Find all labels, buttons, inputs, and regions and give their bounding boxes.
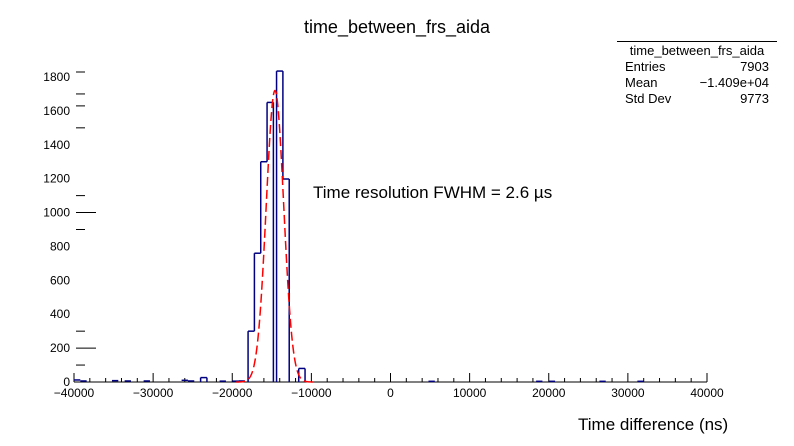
stats-value: −1.409e+04	[699, 75, 769, 90]
y-tick-label: 400	[50, 307, 70, 321]
x-tick-label: 20000	[532, 386, 566, 400]
x-tick-label: −10000	[291, 386, 332, 400]
x-tick-label: 10000	[453, 386, 487, 400]
stats-row-entries: Entries 7903	[617, 59, 777, 75]
x-tick-label: 30000	[611, 386, 645, 400]
x-tick-label: −30000	[133, 386, 174, 400]
y-tick-label: 1000	[43, 206, 70, 220]
stats-row-std-dev: Std Dev 9773	[617, 91, 777, 107]
y-tick-label: 200	[50, 341, 70, 355]
stats-box-title: time_between_frs_aida	[629, 43, 765, 58]
y-tick-label: 1600	[43, 104, 70, 118]
fwhm-annotation: Time resolution FWHM = 2.6 µs	[313, 183, 553, 202]
fit-path	[236, 89, 316, 383]
chart-title: time_between_frs_aida	[303, 17, 491, 37]
gaussian-fit-curve	[236, 89, 316, 383]
stats-value: 7903	[740, 59, 769, 74]
y-axis: 0 200 400 600 800 1000 1200 1400 1600 1800	[43, 70, 96, 389]
x-tick-label: 40000	[690, 386, 724, 400]
histogram-series	[74, 70, 644, 383]
y-tick-label: 1800	[43, 70, 70, 84]
x-axis-label: Time difference (ns)	[578, 415, 729, 434]
x-tick-label: −40000	[54, 386, 95, 400]
y-tick-label: 1200	[43, 172, 70, 186]
stats-label: Entries	[625, 59, 666, 74]
y-tick-label: 0	[63, 375, 70, 389]
stats-label: Std Dev	[625, 91, 672, 106]
stats-box: time_between_frs_aida Entries 7903 Mean …	[617, 41, 777, 107]
y-tick-label: 1400	[43, 138, 70, 152]
x-axis: −40000 −30000 −20000 −10000 0 10000 20000 30000…	[54, 373, 724, 400]
y-tick-label: 600	[50, 273, 70, 287]
y-tick-label: 800	[50, 239, 70, 253]
x-tick-label: 0	[387, 386, 394, 400]
x-tick-label: −20000	[212, 386, 253, 400]
stats-row-mean: Mean −1.409e+04	[617, 75, 777, 91]
stats-value: 9773	[740, 91, 769, 106]
stats-label: Mean	[625, 75, 658, 90]
